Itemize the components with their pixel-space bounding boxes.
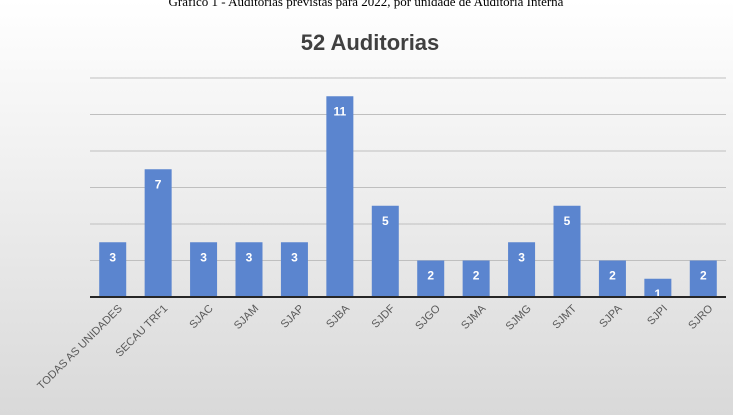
data-label: 2 — [609, 269, 616, 283]
data-label: 3 — [246, 250, 253, 264]
data-label: 3 — [291, 250, 298, 264]
data-label: 11 — [334, 104, 347, 118]
bar — [462, 260, 490, 297]
data-label: 3 — [200, 250, 207, 264]
bar — [144, 169, 172, 297]
data-label: 3 — [518, 250, 525, 264]
chart-title: 52 Auditorias — [301, 30, 440, 55]
bar — [99, 242, 127, 297]
bar — [190, 242, 218, 297]
bar — [371, 205, 399, 297]
data-label: 3 — [109, 250, 116, 264]
bar — [280, 242, 308, 297]
data-label: 2 — [427, 269, 434, 283]
bar — [508, 242, 536, 297]
data-label: 1 — [655, 287, 662, 301]
bar — [598, 260, 626, 297]
data-label: 2 — [473, 269, 480, 283]
bar — [417, 260, 445, 297]
bar — [689, 260, 717, 297]
data-label: 7 — [155, 177, 162, 191]
data-label: 2 — [700, 269, 707, 283]
bar — [644, 278, 672, 297]
data-label: 5 — [382, 214, 389, 228]
data-label: 5 — [564, 214, 571, 228]
bar — [553, 205, 581, 297]
bar — [235, 242, 263, 297]
caption: Gráfico 1 - Auditorias previstas para 20… — [169, 0, 564, 9]
bar — [326, 96, 354, 297]
